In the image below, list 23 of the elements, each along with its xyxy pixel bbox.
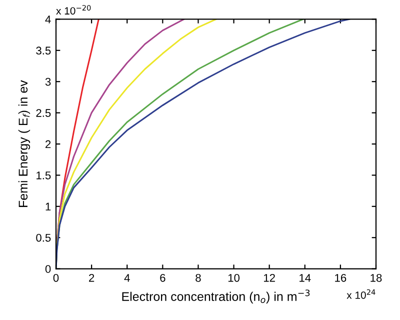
y-tick-label: 1.5 <box>36 172 51 180</box>
x-tick-label: 0 <box>53 274 59 282</box>
x-tick-label: 16 <box>335 274 346 282</box>
x-tick-label: 10 <box>228 274 240 282</box>
y-tick-label: 0 <box>45 265 51 273</box>
x-tick-label: 12 <box>264 274 275 282</box>
y-axis-title: Femi Energy ( E$_{f}$) in ev <box>18 80 30 207</box>
x-axis-title: Electron concentration (n$_{o}$) in m$^{−3}$ <box>122 290 310 304</box>
x-tick-label: 6 <box>160 274 166 282</box>
x-tick-label: 14 <box>300 274 311 282</box>
x-tick-label: 18 <box>370 274 382 282</box>
y-tick-label: 3.5 <box>36 46 51 55</box>
y-tick-label: 4 <box>45 16 51 24</box>
x-tick-label: 4 <box>124 274 130 282</box>
x-tick-label: 8 <box>196 274 201 282</box>
y-tick-label: 3 <box>45 78 51 86</box>
y-tick-label: 1 <box>46 202 51 210</box>
y-tick-label: 0.5 <box>36 234 51 242</box>
x-tick-label: 2 <box>89 274 94 282</box>
y-tick-label: 2 <box>46 140 51 148</box>
y-tick-label: 2.5 <box>36 109 51 117</box>
text: x 10$^{−20}$ <box>56 5 91 15</box>
text: x 10$^{24}$ <box>346 289 376 299</box>
